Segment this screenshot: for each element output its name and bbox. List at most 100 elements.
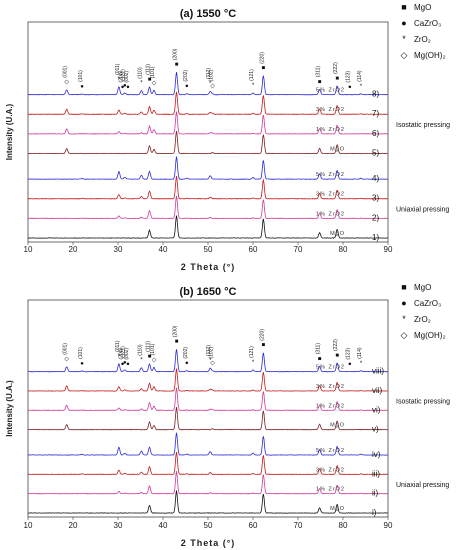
series-label: MgO <box>330 146 345 152</box>
peak-label: (202) <box>183 347 189 359</box>
peak-label: (114) <box>357 70 363 82</box>
x-tick-label: 60 <box>249 245 258 254</box>
peak-marker: ◇ <box>210 84 215 90</box>
peak-marker: * <box>140 81 143 87</box>
x-tick-label: 50 <box>204 521 213 530</box>
legend-label: MgO <box>414 283 431 292</box>
series-label: 5% ZrO2 <box>316 88 345 94</box>
peak-label: (220) <box>259 329 265 341</box>
series-label: 3% ZrO2 <box>316 384 345 390</box>
legend-label: CaZrO₃ <box>414 299 441 308</box>
series-label: 5% ZrO2 <box>316 172 345 178</box>
peak-marker: ◇ <box>210 361 215 367</box>
chart-title: (a) 1550 °C <box>180 8 236 20</box>
legend-symbol: ◇ <box>401 330 408 340</box>
peak-label: (121) <box>249 69 255 81</box>
peak-label: (011) <box>115 340 121 352</box>
peak-label: (112) <box>206 68 212 80</box>
peak-label: (123) <box>346 348 352 360</box>
legend-label: ZrO₂ <box>414 35 431 44</box>
diffractogram-4) <box>27 156 388 180</box>
series-label: 1% ZrO2 <box>316 211 345 217</box>
series-label: 5% ZrO2 <box>316 448 345 454</box>
peak-label: (101) <box>78 347 84 359</box>
peak-label: (101) <box>78 70 84 82</box>
series-label: MgO <box>330 506 345 512</box>
x-tick-label: 10 <box>24 245 33 254</box>
group-label: Uniaxial pressing <box>396 482 449 489</box>
peak-marker: ◇ <box>152 80 157 86</box>
series-id: iv) <box>372 450 381 459</box>
group-label: Isostatic pressing <box>396 122 450 129</box>
x-axis-label: 2 Theta (°) <box>181 538 236 548</box>
diffractogram-5) <box>28 131 388 155</box>
series-label: 3% ZrO2 <box>316 467 345 473</box>
x-tick-label: 70 <box>294 245 303 254</box>
series-id: iii) <box>372 469 380 478</box>
series-id: 6) <box>372 129 379 138</box>
peak-marker: * <box>252 360 255 366</box>
series-label: MgO <box>330 231 345 237</box>
peak-label: (200) <box>173 48 179 60</box>
peak-marker: ■ <box>318 356 322 362</box>
diffractogram-viii) <box>27 349 388 373</box>
peak-label: (222) <box>333 339 339 351</box>
series-id: i) <box>372 508 377 517</box>
diffractogram-vii) <box>27 368 388 392</box>
peak-label: (101) <box>150 343 156 355</box>
x-tick-label: 60 <box>249 521 258 530</box>
diffractogram-8) <box>28 72 388 96</box>
peak-marker: ■ <box>175 62 179 68</box>
peak-marker: ● <box>80 84 84 90</box>
peak-marker: ■ <box>335 353 339 359</box>
peak-marker: ● <box>121 84 125 90</box>
group-label: Isostatic pressing <box>396 399 450 406</box>
peak-label: (110) <box>137 67 143 79</box>
peak-label: (111) <box>146 64 152 75</box>
series-id: viii) <box>372 367 384 376</box>
peak-label: (110) <box>137 344 143 356</box>
peak-label: (002) <box>124 348 130 360</box>
peak-marker: ■ <box>318 79 322 85</box>
x-tick-label: 80 <box>339 521 348 530</box>
x-tick-label: 80 <box>339 245 348 254</box>
x-tick-label: 10 <box>24 521 33 530</box>
series-id: 2) <box>372 213 379 222</box>
legend-symbol: ● <box>401 18 406 28</box>
peak-marker: ● <box>126 362 130 368</box>
legend-label: Mg(OH)₂ <box>414 51 446 60</box>
series-id: 1) <box>372 233 379 242</box>
peak-marker: * <box>118 354 121 360</box>
peak-label: (112) <box>206 345 212 357</box>
peak-marker: ● <box>348 85 352 91</box>
series-label: 5% ZrO2 <box>316 365 345 371</box>
peak-label: (101) <box>150 66 156 78</box>
diffractogram-iii) <box>28 451 388 475</box>
peak-marker: ● <box>80 361 84 367</box>
legend-label: MgO <box>414 3 431 12</box>
series-id: 3) <box>372 194 379 203</box>
peak-label: (222) <box>333 62 339 74</box>
peak-marker: ◇ <box>64 80 69 86</box>
series-id: 8) <box>372 90 379 99</box>
peak-marker: ● <box>185 84 189 90</box>
peak-marker: ● <box>123 360 127 366</box>
series-id: 4) <box>372 174 379 183</box>
y-axis-label: Intensity (U.A.) <box>5 103 14 160</box>
peak-label: (200) <box>119 70 125 82</box>
peak-marker: ● <box>348 362 352 368</box>
peak-label: (121) <box>121 69 127 81</box>
peak-label: (311) <box>316 66 322 78</box>
series-label: 1% ZrO2 <box>316 487 345 493</box>
series-id: v) <box>372 425 379 434</box>
peak-marker: ■ <box>148 354 152 360</box>
x-tick-label: 40 <box>159 521 168 530</box>
x-tick-label: 40 <box>159 245 168 254</box>
y-axis-label: Intensity (U.A.) <box>5 380 14 437</box>
legend-symbol: ◇ <box>401 50 408 60</box>
chart-title: (b) 1650 °C <box>180 286 237 298</box>
series-id: vii) <box>372 386 383 395</box>
x-tick-label: 70 <box>294 521 303 530</box>
diffractogram-ii) <box>27 471 388 495</box>
diffractogram-1) <box>27 215 388 239</box>
